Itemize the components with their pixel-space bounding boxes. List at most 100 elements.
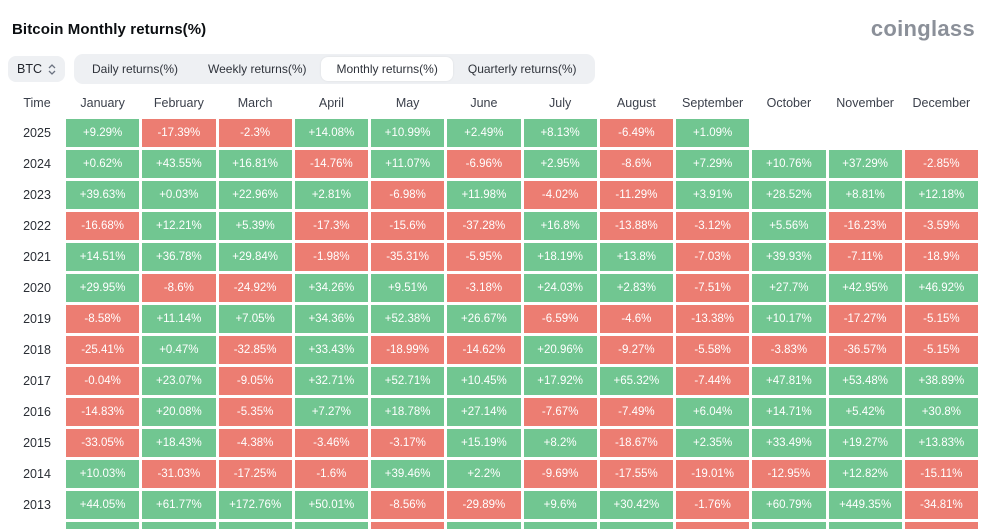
tab-weekly[interactable]: Weekly returns(%): [208, 62, 307, 76]
table-row: 2023 +39.63% +0.03% +22.96% +2.81% -6.98% +11.…: [11, 181, 978, 209]
return-cell: -7.03%: [676, 243, 750, 271]
return-cell: [447, 522, 521, 529]
return-cell: -16.23%: [828, 212, 902, 240]
return-cell: +34.36%: [294, 305, 368, 333]
return-cell: +60.79%: [752, 491, 826, 519]
return-cell: +20.08%: [142, 398, 216, 426]
return-cell: +53.48%: [828, 367, 902, 395]
return-cell: -9.05%: [218, 367, 292, 395]
return-cell: +9.29%: [66, 119, 140, 147]
tab-quarterly[interactable]: Quarterly returns(%): [467, 62, 577, 76]
return-cell: +37.29%: [828, 150, 902, 178]
column-header-month: April: [318, 96, 344, 110]
return-cell: +30.42%: [599, 491, 673, 519]
return-cell: -5.15%: [904, 305, 978, 333]
return-cell: +39.46%: [371, 460, 445, 488]
return-cell: +15.19%: [447, 429, 521, 457]
return-cell: +13.83%: [904, 429, 978, 457]
updown-chevrons-icon: [48, 63, 56, 75]
return-cell: -18.67%: [599, 429, 673, 457]
return-cell: -31.03%: [142, 460, 216, 488]
return-cell: -7.51%: [676, 274, 750, 302]
return-cell: +2.81%: [294, 181, 368, 209]
tab-monthly[interactable]: Monthly returns(%): [321, 57, 453, 81]
table-row: 2014 +10.03% -31.03% -17.25% -1.6% +39.46% +2.…: [11, 460, 978, 488]
return-cell: -33.05%: [66, 429, 140, 457]
table-row: 2019 -8.58% +11.14% +7.05% +34.36% +52.38% +26…: [11, 305, 978, 333]
return-cell: +47.81%: [752, 367, 826, 395]
return-cell: -17.3%: [294, 212, 368, 240]
return-cell: +52.71%: [371, 367, 445, 395]
return-cell: +46.92%: [904, 274, 978, 302]
return-cell: +3.91%: [676, 181, 750, 209]
table-row: 2016 -14.83% +20.08% -5.35% +7.27% +18.78% +27…: [11, 398, 978, 426]
symbol-select[interactable]: BTC: [8, 56, 65, 82]
table-row: 2018 -25.41% +0.47% -32.85% +33.43% -18.99% -1…: [11, 336, 978, 364]
return-cell: +42.95%: [828, 274, 902, 302]
return-cell: [752, 522, 826, 529]
return-cell: -6.49%: [599, 119, 673, 147]
return-cell: +27.14%: [447, 398, 521, 426]
return-cell: -17.27%: [828, 305, 902, 333]
return-cell: +9.6%: [523, 491, 597, 519]
year-label: 2016: [23, 405, 51, 419]
column-header-month: June: [470, 96, 498, 110]
controls-bar: BTC Daily returns(%) Weekly returns(%) Mon…: [8, 54, 981, 84]
year-label: 2025: [23, 126, 51, 140]
return-cell: +18.19%: [523, 243, 597, 271]
return-cell: +9.51%: [371, 274, 445, 302]
return-cell: +11.98%: [447, 181, 521, 209]
return-cell: -4.38%: [218, 429, 292, 457]
return-cell: +50.01%: [294, 491, 368, 519]
return-cell: +5.56%: [752, 212, 826, 240]
return-cell: +6.04%: [676, 398, 750, 426]
empty-cell: [829, 119, 902, 147]
return-cell: -2.85%: [904, 150, 978, 178]
return-cell: -5.95%: [447, 243, 521, 271]
return-cell: +32.71%: [294, 367, 368, 395]
return-cell: -32.85%: [218, 336, 292, 364]
return-cell: +24.03%: [523, 274, 597, 302]
return-cell: -7.67%: [523, 398, 597, 426]
return-cell: +26.67%: [447, 305, 521, 333]
return-cell: -16.68%: [66, 212, 140, 240]
return-cell: -19.01%: [676, 460, 750, 488]
column-header-month: August: [616, 96, 656, 110]
return-cell: -5.35%: [218, 398, 292, 426]
return-cell: +19.27%: [828, 429, 902, 457]
return-cell: -15.11%: [904, 460, 978, 488]
return-cell: [294, 522, 368, 529]
column-header-month: December: [912, 96, 971, 110]
table-row: 2024 +0.62% +43.55% +16.81% -14.76% +11.07% -6…: [11, 150, 978, 178]
return-cell: +11.07%: [371, 150, 445, 178]
table-row: 2015 -33.05% +18.43% -4.38% -3.46% -3.17% +15.…: [11, 429, 978, 457]
return-cell: -11.29%: [599, 181, 673, 209]
year-label: 2022: [23, 219, 51, 233]
return-cell: +38.89%: [904, 367, 978, 395]
column-header-month: May: [395, 96, 420, 110]
return-cell: [904, 522, 978, 529]
return-cell: -12.95%: [752, 460, 826, 488]
return-cell: +2.83%: [599, 274, 673, 302]
return-cell: +39.63%: [66, 181, 140, 209]
return-cell: +8.2%: [523, 429, 597, 457]
return-cell: +449.35%: [828, 491, 902, 519]
return-cell: +23.07%: [142, 367, 216, 395]
year-label: 2024: [23, 157, 51, 171]
return-cell: +28.52%: [752, 181, 826, 209]
return-cell: [676, 522, 750, 529]
year-label: 2013: [23, 498, 51, 512]
return-cell: -7.11%: [828, 243, 902, 271]
return-cell: -17.55%: [599, 460, 673, 488]
column-header-month: March: [237, 96, 273, 110]
return-cell: +22.96%: [218, 181, 292, 209]
return-cell: +29.95%: [66, 274, 140, 302]
return-cell: +14.08%: [294, 119, 368, 147]
return-cell: +17.92%: [523, 367, 597, 395]
return-cell: -14.83%: [66, 398, 140, 426]
return-cell: -9.27%: [599, 336, 673, 364]
monthly-returns-table: Time January February March April May June July…: [8, 86, 981, 529]
return-cell: [828, 522, 902, 529]
tab-daily[interactable]: Daily returns(%): [92, 62, 179, 76]
return-cell: -6.98%: [371, 181, 445, 209]
